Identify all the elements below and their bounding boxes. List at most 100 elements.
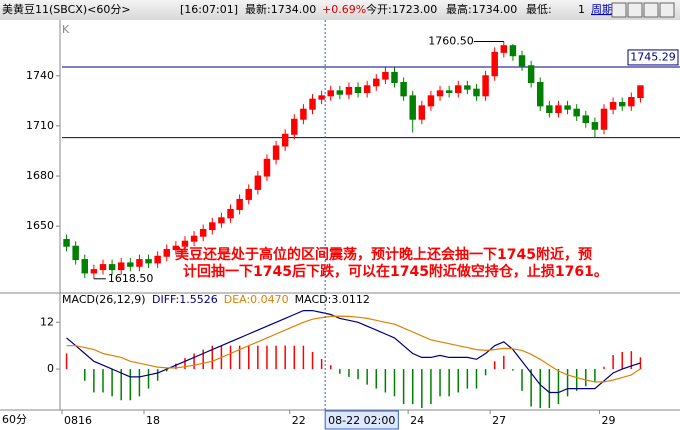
y-tick-label: 1680 bbox=[26, 169, 54, 182]
toolbar bbox=[611, 2, 675, 18]
open: 今开:1723.00 bbox=[366, 2, 437, 16]
candle-body bbox=[518, 55, 526, 67]
indicator-line bbox=[66, 315, 641, 383]
indicator-line bbox=[66, 310, 641, 394]
candle-body bbox=[354, 86, 362, 93]
price-box bbox=[627, 49, 679, 66]
candle-body bbox=[618, 102, 626, 107]
candle-body bbox=[363, 85, 371, 93]
candle-body bbox=[336, 90, 344, 95]
y-tick-label: 12 bbox=[40, 315, 54, 328]
candle-body bbox=[609, 102, 617, 110]
candle-body bbox=[564, 105, 571, 110]
candle-body bbox=[291, 118, 298, 135]
x-tick-label: 24 bbox=[410, 414, 424, 427]
candle-body bbox=[427, 95, 435, 107]
x-tick-label: 27 bbox=[492, 414, 506, 427]
x-tick-label: 0816 bbox=[64, 414, 92, 427]
candle-body bbox=[482, 75, 489, 97]
legend-entry: MACD:3.0112 bbox=[295, 293, 370, 306]
title: 美黄豆11(SBCX)<60分> bbox=[2, 2, 131, 16]
candle-body bbox=[181, 240, 189, 247]
page: 1 bbox=[578, 3, 585, 16]
candle-body bbox=[209, 222, 216, 231]
candle-body bbox=[409, 95, 416, 120]
candle-body bbox=[309, 98, 316, 110]
candle-body bbox=[445, 90, 453, 93]
y-tick-label: 0 bbox=[47, 362, 54, 375]
candle-body bbox=[500, 45, 508, 53]
low-label: 1618.50 bbox=[108, 272, 154, 285]
candle-body bbox=[391, 71, 398, 83]
candle-body bbox=[637, 85, 644, 99]
change: +0.69% bbox=[322, 3, 366, 16]
candle-body bbox=[628, 97, 635, 107]
candle-body bbox=[327, 90, 334, 97]
candle-body bbox=[218, 217, 225, 224]
legend-entry: DIFF:1.5526 bbox=[152, 293, 218, 306]
candle-body bbox=[491, 51, 498, 77]
candle-body bbox=[527, 65, 535, 83]
candle-body bbox=[373, 78, 380, 87]
x-tick-label: 18 bbox=[146, 414, 160, 427]
candle-body bbox=[382, 71, 389, 80]
tool-button[interactable] bbox=[659, 2, 675, 18]
x-tick-label: 29 bbox=[601, 414, 615, 427]
tool-button[interactable] bbox=[627, 2, 643, 18]
macd-title: MACD(26,12,9) bbox=[62, 293, 146, 306]
x-tick-label: 08-22 02:00 bbox=[328, 414, 395, 427]
candle-body bbox=[63, 239, 70, 247]
candle-body bbox=[236, 198, 243, 210]
header-bar bbox=[0, 0, 680, 20]
candle-body bbox=[154, 255, 161, 264]
candle-body bbox=[172, 245, 180, 251]
candle-body bbox=[345, 86, 353, 95]
crosshair-box bbox=[324, 410, 399, 430]
candle-body bbox=[263, 158, 271, 177]
candle-body bbox=[136, 259, 143, 267]
candle-body bbox=[473, 88, 480, 97]
latest: 最新:1734.00 bbox=[245, 2, 316, 16]
candle-body bbox=[300, 108, 307, 120]
candle-body bbox=[582, 115, 590, 124]
tool-button[interactable] bbox=[643, 2, 659, 18]
candle-body bbox=[99, 264, 107, 271]
candle-body bbox=[591, 122, 599, 130]
legend-entry: DEA:0.0470 bbox=[224, 293, 289, 306]
candle-body bbox=[418, 105, 426, 120]
candle-body bbox=[72, 245, 79, 261]
candle-body bbox=[254, 175, 262, 190]
candle-body bbox=[227, 208, 234, 219]
annotation: 计回抽一下1745后下跌，可以在1745附近做空持仓，止损1761。 bbox=[183, 263, 608, 280]
candle-body bbox=[199, 229, 207, 237]
candle-body bbox=[245, 188, 252, 200]
candle-body bbox=[117, 262, 125, 271]
candle-body bbox=[509, 45, 517, 57]
low: 最低: bbox=[526, 3, 552, 16]
candle-body bbox=[145, 259, 152, 264]
price-label: 1745.29 bbox=[630, 50, 676, 63]
candle-body bbox=[127, 262, 134, 267]
candle-body bbox=[400, 81, 407, 97]
annotation: 美豆还是处于高位的区间震荡，预计晚上还会抽一下1745附近，预 bbox=[175, 246, 592, 263]
period-link[interactable]: 周期 bbox=[591, 3, 613, 16]
candle-body bbox=[190, 235, 198, 242]
candle-body bbox=[163, 249, 170, 257]
candle-body bbox=[555, 105, 562, 114]
candle-body bbox=[537, 81, 544, 107]
candle-body bbox=[546, 105, 553, 114]
time: [16:07:01] bbox=[180, 3, 238, 16]
x-tick-label: 22 bbox=[292, 414, 306, 427]
candle-body bbox=[600, 108, 608, 130]
candle-body bbox=[281, 133, 289, 147]
y-tick-label: 1740 bbox=[26, 69, 54, 82]
y-tick-label: 1710 bbox=[26, 119, 54, 132]
candle-body bbox=[108, 264, 116, 271]
tool-button[interactable] bbox=[611, 2, 627, 18]
candle-body bbox=[455, 85, 462, 93]
candle-body bbox=[436, 90, 444, 97]
x-label: 60分 bbox=[2, 413, 27, 426]
high: 最高:1734.00 bbox=[446, 2, 517, 16]
candle-body bbox=[573, 108, 580, 117]
